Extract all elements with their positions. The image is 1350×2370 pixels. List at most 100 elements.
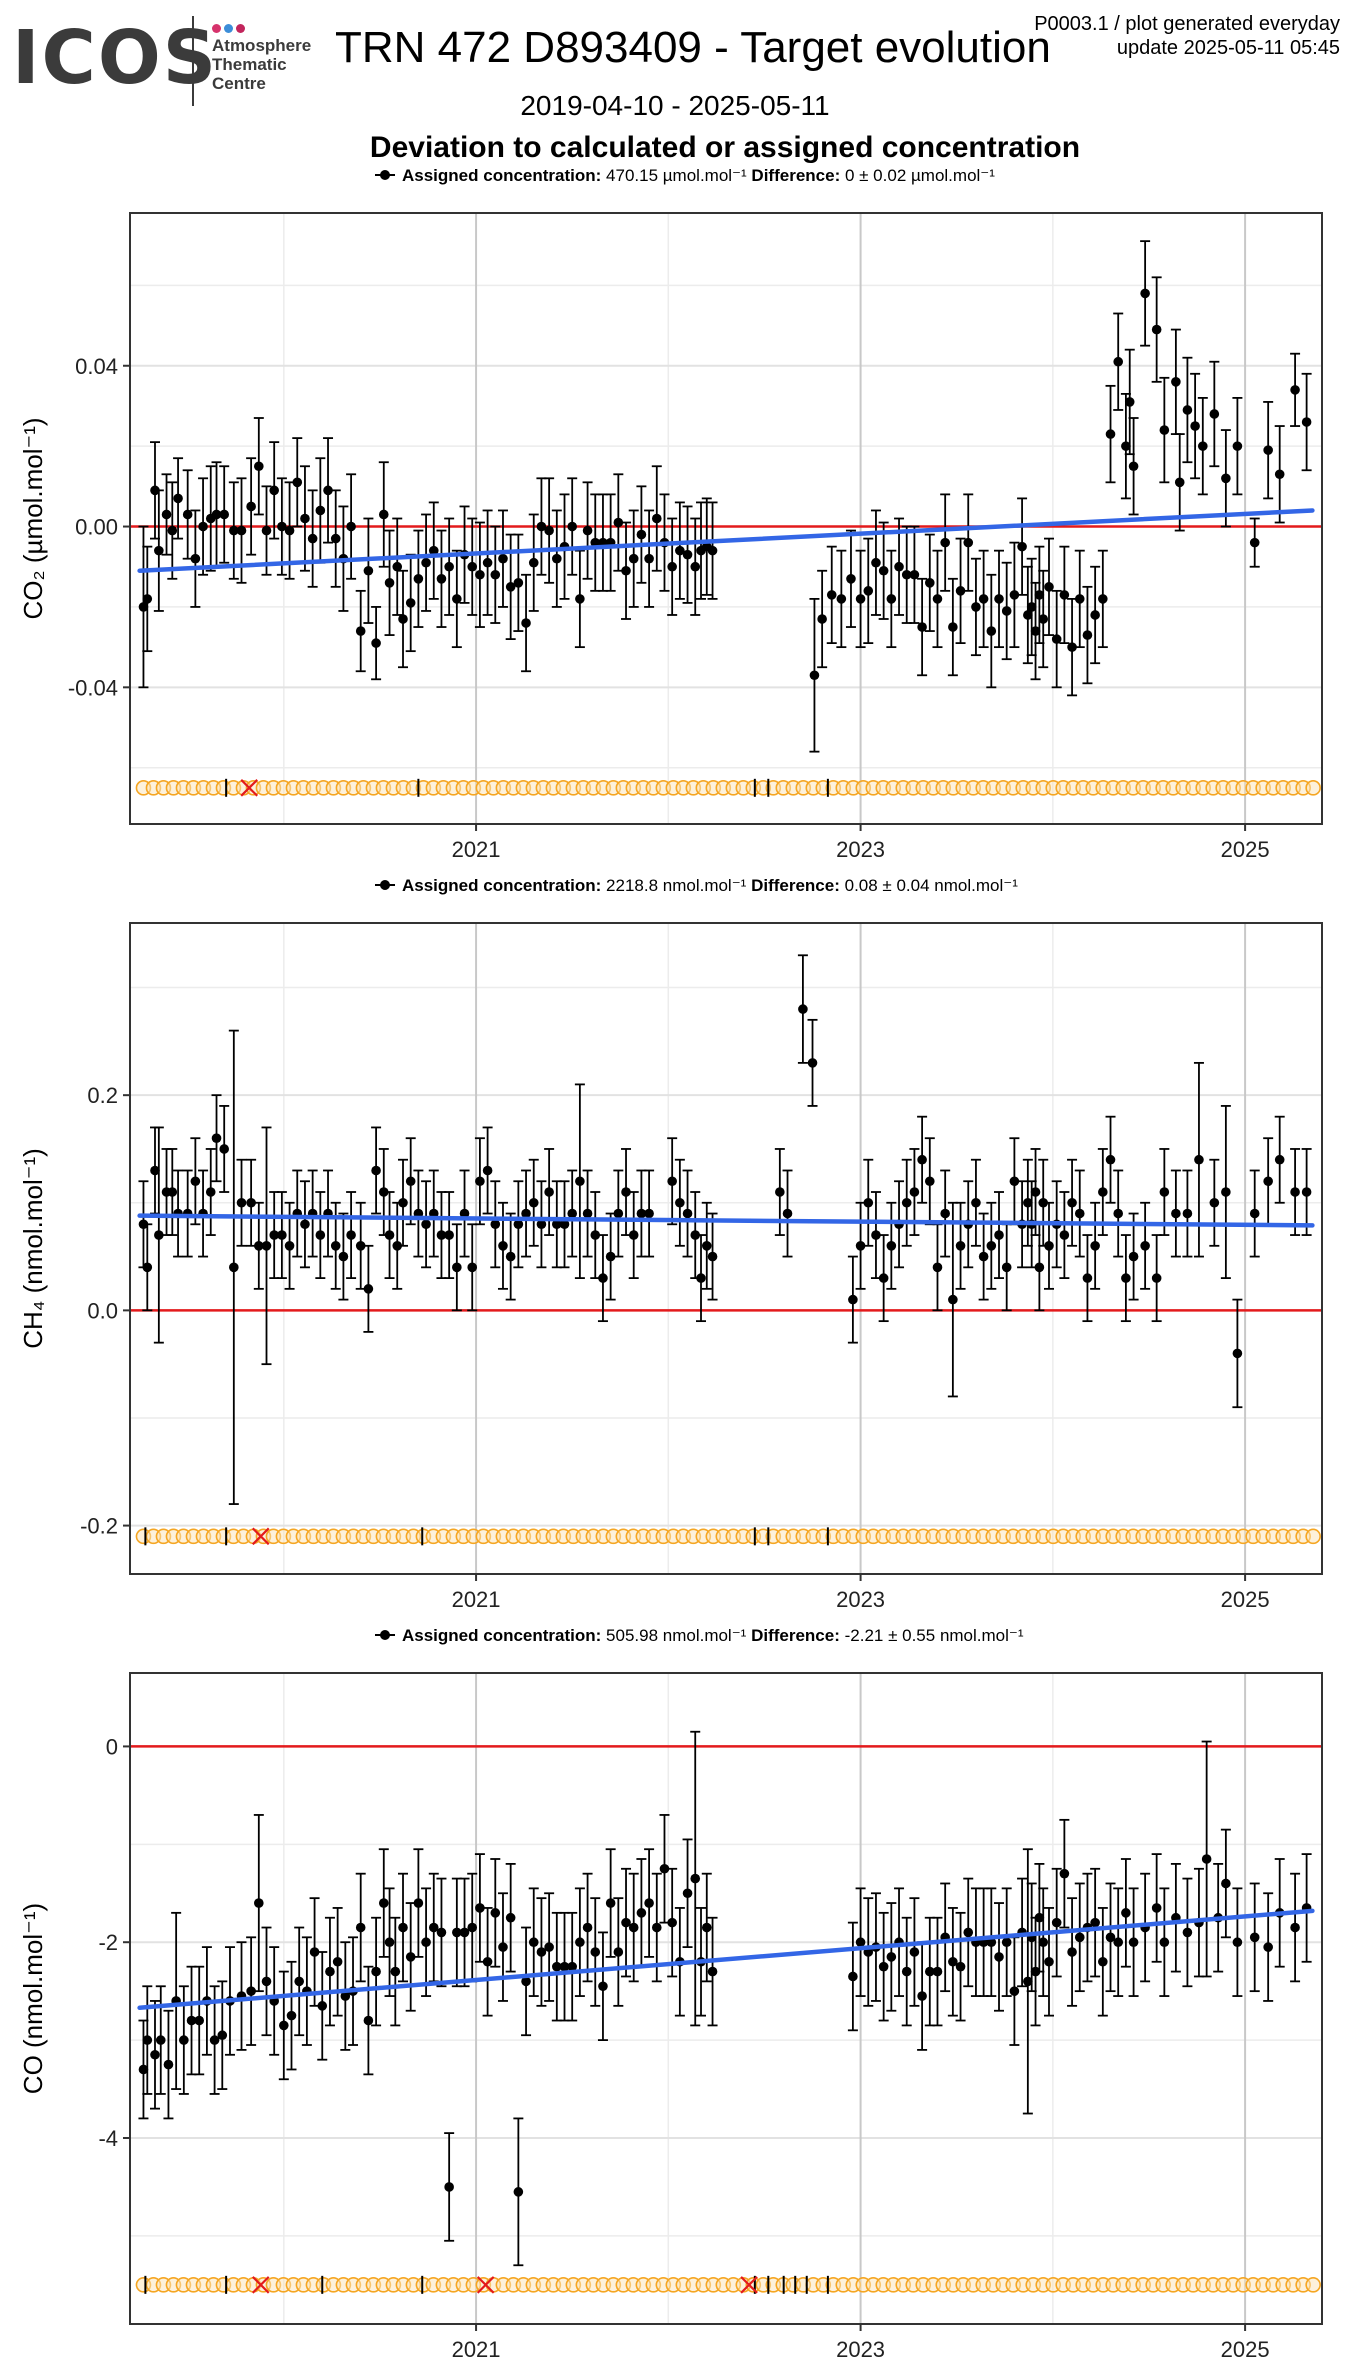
data-point [590, 1230, 601, 1240]
legend-difference-label: Difference: [751, 876, 845, 895]
legend-assigned-value: 470.15 µmol.mol⁻¹ [606, 166, 751, 185]
data-point [1274, 1154, 1285, 1165]
generation-info-line: P0003.1 / plot generated everyday [1034, 13, 1340, 35]
data-point [205, 1187, 216, 1197]
data-point [1074, 594, 1085, 604]
data-point [1098, 1187, 1108, 1197]
data-point [1105, 1932, 1116, 1943]
x-tick-label: 2025 [1221, 837, 1270, 862]
data-point [452, 1927, 462, 1938]
data-point [1159, 1937, 1170, 1948]
data-point [701, 1922, 712, 1933]
data-point [444, 1230, 454, 1240]
data-point [346, 521, 356, 532]
data-point [948, 1294, 958, 1305]
data-point [1221, 1187, 1231, 1197]
data-point [917, 1154, 927, 1165]
data-point [605, 1251, 616, 1262]
data-point [1059, 1230, 1070, 1240]
data-point [179, 2035, 189, 2045]
data-point [378, 1187, 389, 1197]
logo-divider [192, 16, 194, 106]
data-point [355, 626, 366, 636]
data-point [536, 521, 547, 532]
data-point [211, 509, 222, 520]
data-point [909, 569, 920, 580]
data-point [392, 561, 403, 572]
data-point [505, 582, 516, 592]
data-point [901, 1966, 912, 1977]
data-point [932, 1262, 943, 1273]
data-point [575, 594, 585, 604]
data-point [521, 618, 531, 628]
legend: Assigned concentration: 2218.8 nmol.mol⁻… [375, 876, 1018, 895]
data-point [917, 1991, 927, 2001]
data-point [1198, 441, 1208, 451]
data-point [863, 1197, 874, 1208]
data-point [836, 594, 847, 604]
data-point [1151, 1903, 1162, 1913]
data-point [261, 525, 272, 536]
data-point [1263, 445, 1273, 455]
data-point [948, 622, 958, 632]
data-point [1249, 1208, 1260, 1219]
data-point [855, 1937, 866, 1948]
data-point [513, 2187, 524, 2197]
data-point [1090, 1917, 1100, 1928]
data-point [552, 1961, 562, 1972]
data-point [505, 1251, 516, 1262]
data-point [1140, 1241, 1150, 1251]
data-point [621, 1917, 631, 1928]
data-point [475, 1903, 485, 1913]
data-point [1201, 1854, 1212, 1864]
data-point [1059, 590, 1070, 600]
data-point [1067, 1947, 1077, 1957]
data-point [384, 1937, 395, 1948]
data-point [1182, 1208, 1193, 1219]
data-point [190, 1176, 201, 1187]
data-point [1249, 537, 1260, 548]
data-point [254, 1898, 264, 1908]
chart-panel-ch4: -0.2 0.0 0.2 2021 2023 2025 CH₄ (nmol.mol⁻¹) As… [18, 876, 1323, 1612]
data-point [315, 505, 326, 516]
data-point [482, 557, 493, 568]
data-point [567, 1961, 577, 1972]
data-point [498, 553, 508, 564]
logo-subtitle: Atmosphere Thematic Centre [212, 36, 311, 93]
data-point [390, 1966, 401, 1977]
legend-assigned-label: Assigned concentration: [402, 876, 606, 895]
legend-assigned-label: Assigned concentration: [402, 1626, 606, 1645]
data-point [340, 1991, 351, 2001]
data-point [1098, 594, 1108, 604]
data-point [552, 1219, 562, 1230]
data-point [261, 1241, 272, 1251]
data-point [1105, 1154, 1116, 1165]
data-point [1090, 1241, 1100, 1251]
logo-dot [236, 24, 245, 33]
data-point [628, 1230, 639, 1240]
data-point [909, 1187, 920, 1197]
data-point [246, 1986, 256, 1996]
flag-marker [1305, 1528, 1321, 1545]
data-point [521, 1208, 531, 1219]
date-range: 2019-04-10 - 2025-05-11 [520, 90, 830, 121]
data-point [459, 1927, 470, 1938]
data-point [167, 1187, 178, 1197]
data-point [254, 1241, 264, 1251]
data-point [211, 1133, 222, 1144]
data-point [536, 1947, 547, 1957]
data-points [138, 954, 1312, 1505]
data-point [138, 2064, 149, 2075]
data-point [459, 1208, 470, 1219]
data-point [384, 1230, 395, 1240]
data-point [1190, 421, 1200, 431]
data-point [1182, 405, 1193, 415]
data-point [1067, 642, 1077, 652]
data-point [371, 638, 381, 648]
data-point [701, 1241, 712, 1251]
data-point [863, 586, 874, 596]
data-point [1113, 1208, 1124, 1219]
data-point [1174, 477, 1185, 488]
data-point [621, 565, 631, 576]
data-point [644, 1898, 654, 1908]
